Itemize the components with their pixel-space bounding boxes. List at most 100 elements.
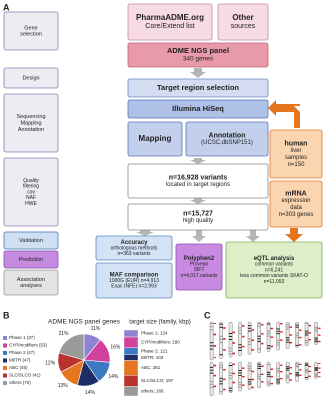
flow-box [127,3,213,41]
band [257,374,261,376]
legend-swatch [3,336,7,340]
flow-box-text: Exac (NFE) n=2,993 [111,284,157,290]
band [238,333,242,335]
step-box-text: Quality [23,178,39,184]
step-box-text: Sequencing [16,114,45,120]
variant-mark [251,329,254,331]
chromosome [219,321,223,359]
band [314,337,318,339]
band [229,377,233,379]
step-box-text: Prediction [19,257,43,263]
flow-box-text: Provean [190,261,209,267]
band [257,376,261,378]
variant-mark [232,342,235,344]
band [210,326,214,328]
variant-mark [280,339,283,341]
flow-box [127,99,269,119]
band [286,328,290,330]
step-box-text: Validation [19,238,43,244]
step-box-text: NAF [26,195,36,201]
band [210,369,214,371]
band [286,339,290,341]
band [276,330,280,332]
band [229,335,233,337]
band [286,324,290,326]
step-box [3,11,59,51]
variant-mark [318,367,321,369]
variant-mark [308,339,311,341]
variant-mark [223,349,226,351]
band [295,326,299,328]
band [267,347,271,349]
variant-mark [242,325,245,327]
band [248,338,252,340]
band [314,326,318,328]
variant-mark [280,339,283,341]
variant-mark [213,333,216,335]
band [257,323,261,324]
band [210,345,214,347]
variant-mark [299,329,302,331]
ideogram [209,321,321,397]
flow-box [127,163,269,199]
band [210,383,214,385]
band [276,371,280,373]
variant-mark [213,385,216,387]
band [248,381,252,383]
flow-box-text: common variants [255,262,294,268]
band [219,383,223,385]
variant-mark [242,346,245,348]
bar-label: MI/TR; 103 [141,355,164,360]
variant-mark [242,335,245,337]
legend-label: others (70) [9,380,31,385]
variant-mark [318,376,321,378]
band [229,332,233,334]
band [257,367,261,369]
variant-mark [299,369,302,371]
step-box-text: HWE [25,201,37,207]
variant-mark [318,371,321,373]
band [305,377,309,379]
flow-box [127,78,269,98]
orange-arrows [268,100,303,242]
variant-mark [289,326,292,328]
chromosome [266,321,271,352]
flow-box-text: n=6,241 [265,267,283,273]
variant-mark [261,323,264,325]
variant-mark [308,325,311,327]
band [286,374,290,376]
variant-mark [289,367,292,368]
variant-mark [289,334,292,336]
band [314,339,318,341]
arrow [268,100,300,128]
variant-mark [270,382,273,384]
band [305,323,309,324]
variant-mark [261,366,264,368]
variant-mark [223,379,226,381]
variant-mark [242,368,245,369]
variant-mark [223,327,226,329]
bar-segment [123,336,139,349]
variant-mark [280,364,283,366]
flow-box-text: Other [232,13,253,22]
variant-mark [318,340,321,342]
legend-label: ABC (45) [9,365,28,370]
variant-mark [232,342,235,344]
variant-mark [299,337,302,339]
band [229,390,233,392]
variant-mark [261,365,264,367]
band [286,326,290,328]
step-box-text: filtering [23,184,39,190]
band [238,349,242,351]
pie-percent: 16% [110,345,121,351]
variant-mark [242,384,245,386]
band [305,363,309,365]
flow-box [127,42,269,68]
flow-box [225,241,323,299]
band [305,330,309,332]
flow-box [95,262,173,299]
bar-segment [123,329,139,338]
variant-mark [261,324,264,326]
band [229,375,233,377]
